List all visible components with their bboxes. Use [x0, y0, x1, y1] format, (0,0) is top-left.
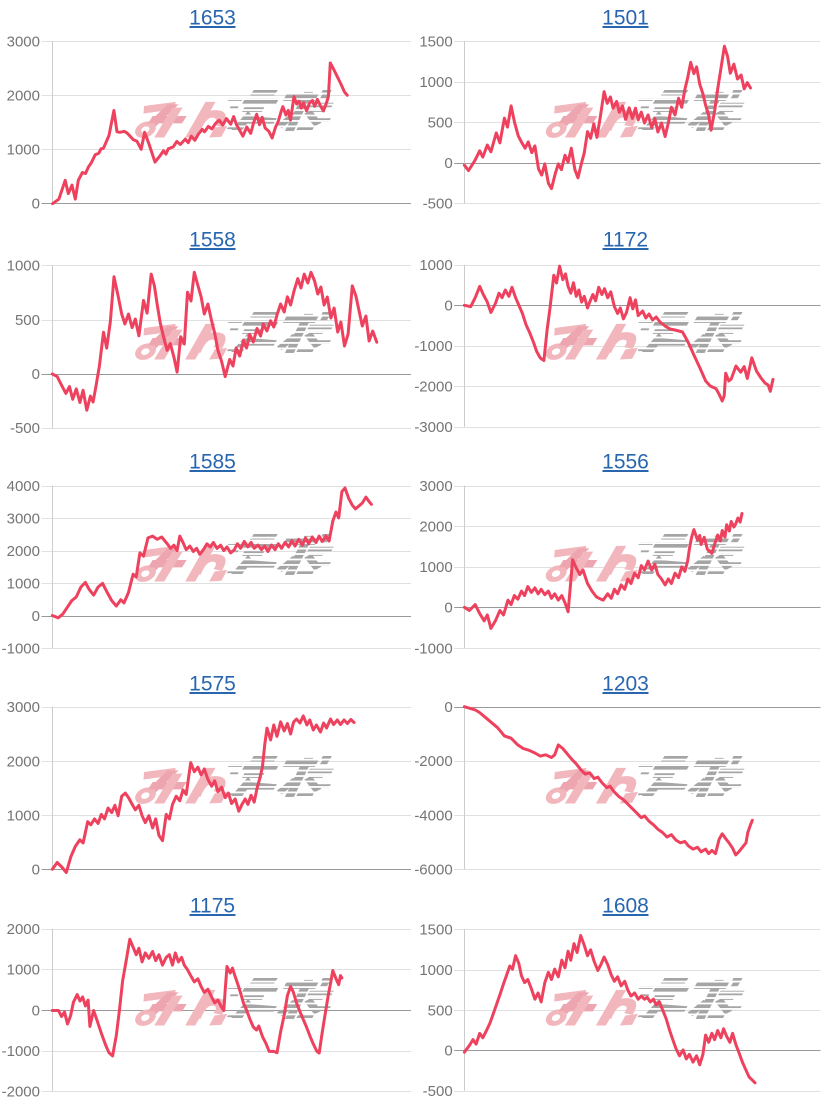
svg-text:1175: 1175: [190, 895, 235, 918]
svg-text:4000: 4000: [7, 478, 40, 495]
svg-text:2000: 2000: [7, 753, 40, 770]
svg-text:-2000: -2000: [2, 1084, 40, 1101]
svg-text:-2000: -2000: [414, 753, 452, 770]
svg-text:-1000: -1000: [2, 641, 40, 658]
svg-text:1000: 1000: [7, 576, 40, 593]
svg-text:3000: 3000: [7, 511, 40, 528]
svg-text:0: 0: [32, 608, 40, 625]
svg-text:0: 0: [444, 155, 452, 172]
svg-text:1000: 1000: [7, 962, 40, 979]
svg-text:1556: 1556: [602, 451, 649, 474]
svg-text:1000: 1000: [419, 74, 452, 91]
svg-text:1000: 1000: [419, 962, 452, 979]
svg-text:-2000: -2000: [414, 379, 452, 396]
svg-text:-500: -500: [423, 1083, 453, 1100]
svg-text:3000: 3000: [7, 33, 40, 50]
svg-text:-4000: -4000: [414, 807, 452, 824]
svg-text:-1000: -1000: [414, 338, 452, 355]
svg-text:1172: 1172: [603, 229, 648, 252]
svg-text:1501: 1501: [602, 7, 649, 30]
svg-text:0: 0: [32, 862, 40, 879]
svg-text:1000: 1000: [7, 141, 40, 158]
svg-text:1500: 1500: [419, 33, 452, 50]
svg-text:1000: 1000: [419, 559, 452, 576]
svg-text:-1000: -1000: [2, 1043, 40, 1060]
svg-text:0: 0: [444, 1043, 452, 1060]
svg-text:2000: 2000: [7, 543, 40, 560]
svg-text:1000: 1000: [7, 258, 40, 275]
svg-text:2000: 2000: [7, 921, 40, 938]
svg-text:3000: 3000: [419, 478, 452, 495]
svg-text:500: 500: [15, 312, 40, 329]
svg-text:-6000: -6000: [414, 862, 452, 879]
svg-text:3000: 3000: [7, 699, 40, 716]
svg-text:1203: 1203: [602, 673, 649, 696]
svg-text:0: 0: [444, 600, 452, 617]
svg-text:1653: 1653: [189, 7, 236, 30]
svg-text:2000: 2000: [7, 87, 40, 104]
svg-text:1558: 1558: [189, 229, 236, 252]
svg-text:500: 500: [428, 1002, 453, 1019]
svg-text:-500: -500: [423, 196, 453, 213]
svg-text:2000: 2000: [419, 519, 452, 536]
svg-text:1585: 1585: [189, 451, 236, 474]
svg-text:1575: 1575: [189, 673, 236, 696]
svg-text:1608: 1608: [602, 895, 649, 918]
svg-text:0: 0: [444, 298, 452, 315]
svg-text:-1000: -1000: [414, 640, 452, 657]
svg-text:0: 0: [444, 699, 452, 716]
svg-text:0: 0: [32, 1002, 40, 1019]
svg-text:1000: 1000: [419, 257, 452, 274]
svg-text:1500: 1500: [419, 922, 452, 939]
svg-text:0: 0: [32, 366, 40, 383]
svg-text:-500: -500: [10, 420, 40, 437]
svg-text:500: 500: [428, 115, 453, 132]
svg-text:1000: 1000: [7, 808, 40, 825]
svg-text:-3000: -3000: [414, 419, 452, 436]
svg-text:0: 0: [32, 195, 40, 212]
